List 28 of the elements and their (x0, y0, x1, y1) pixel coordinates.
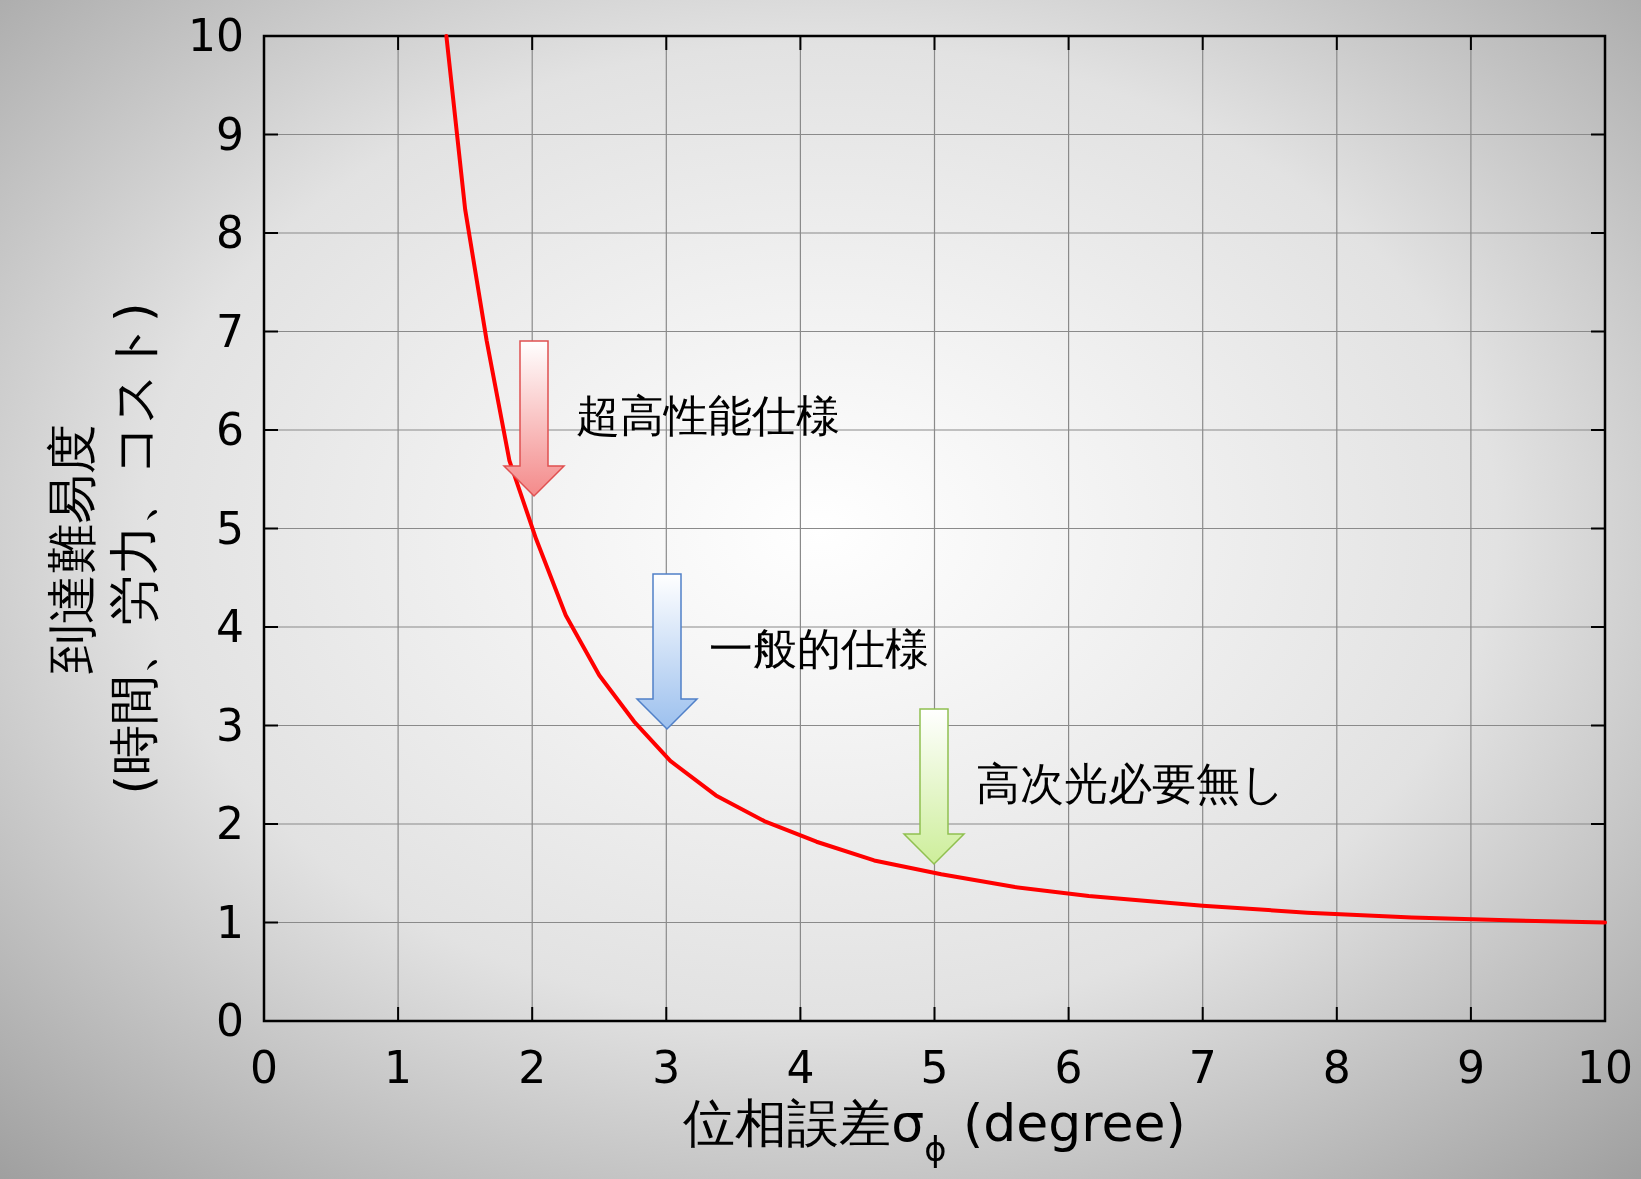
x-tick-label: 5 (920, 1042, 949, 1093)
y-axis-title: 到達難易度 (時間、労力、コスト) (43, 302, 163, 795)
x-tick-label: 4 (786, 1042, 815, 1093)
y-tick-label: 4 (216, 601, 244, 652)
x-tick-label: 9 (1456, 1042, 1485, 1093)
annotation: 超高性能仕様 (576, 390, 840, 441)
x-tick-label: 8 (1322, 1042, 1351, 1093)
x-tick-label: 0 (250, 1042, 278, 1093)
y-tick-label: 7 (216, 305, 244, 357)
x-tick-label: 2 (518, 1042, 547, 1093)
y-tick-label: 2 (216, 798, 244, 849)
y-tick-label: 5 (216, 502, 244, 554)
x-tick-label: 10 (1577, 1042, 1633, 1093)
y-tick-label: 10 (188, 10, 244, 61)
annotation: 一般的仕様 (709, 623, 929, 674)
x-axis-title: 位相誤差σ$_{ϕ}$ (degree) (683, 1093, 1186, 1169)
y-tick-label: 9 (216, 108, 244, 160)
y-tick-label: 1 (216, 896, 244, 948)
x-tick-label: 1 (384, 1042, 413, 1093)
x-tick-label: 3 (652, 1042, 681, 1093)
y-tick-label: 3 (216, 699, 244, 751)
x-tick-label: 7 (1188, 1042, 1217, 1093)
y-tick-label: 8 (216, 207, 244, 258)
y-tick-label: 6 (216, 404, 244, 455)
annotation: 高次光必要無し (976, 758, 1285, 809)
x-tick-label: 6 (1054, 1042, 1083, 1093)
y-tick-label: 0 (216, 995, 244, 1046)
line-series (444, 34, 1607, 925)
